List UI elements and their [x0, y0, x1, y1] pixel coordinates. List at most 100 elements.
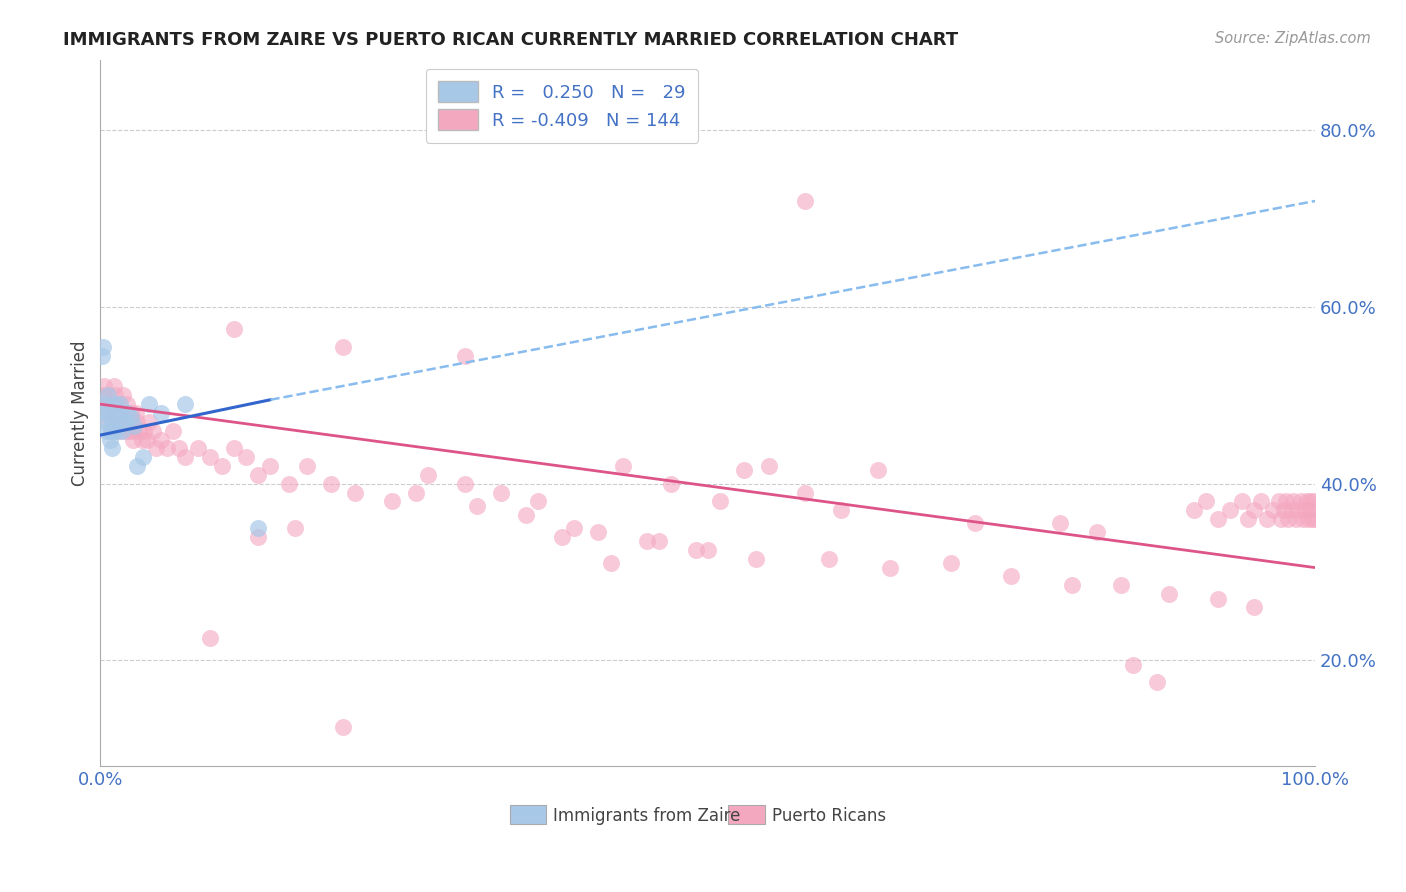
Bar [510, 805, 546, 824]
Point [332, 340, 354, 354]
Point [939, 556, 962, 570]
Point [101, 397, 124, 411]
Point [1206, 591, 1229, 606]
Point [222, 442, 245, 456]
Point [745, 551, 768, 566]
Point [111, 424, 134, 438]
Point [1299, 494, 1322, 508]
Point [96, 424, 118, 438]
Point [1298, 503, 1320, 517]
Point [648, 534, 671, 549]
Point [93, 397, 115, 411]
Point [1232, 494, 1254, 508]
Point [142, 424, 165, 438]
Point [599, 556, 621, 570]
Point [465, 499, 488, 513]
Point [211, 458, 233, 473]
Point [588, 525, 610, 540]
Text: Immigrants from Zaire: Immigrants from Zaire [554, 807, 741, 825]
Point [1062, 578, 1084, 592]
Point [100, 424, 122, 438]
Point [97, 388, 120, 402]
Point [247, 530, 270, 544]
Point [1296, 512, 1319, 526]
Point [259, 458, 281, 473]
Point [162, 424, 184, 438]
Point [344, 485, 367, 500]
Point [284, 521, 307, 535]
Point [150, 433, 173, 447]
Point [1182, 503, 1205, 517]
Point [96, 415, 118, 429]
Point [169, 442, 191, 456]
Point [108, 397, 131, 411]
Point [198, 632, 221, 646]
Point [125, 415, 148, 429]
Point [636, 534, 658, 549]
Point [115, 397, 138, 411]
Point [108, 424, 131, 438]
Point [124, 406, 146, 420]
Point [794, 194, 817, 208]
Point [235, 450, 257, 465]
Point [696, 543, 718, 558]
Point [97, 415, 120, 429]
Point [1286, 503, 1309, 517]
Point [96, 406, 118, 420]
Point [1237, 512, 1260, 526]
Point [879, 560, 901, 574]
Point [111, 415, 134, 429]
Point [1279, 503, 1302, 517]
Point [1289, 494, 1312, 508]
Point [97, 406, 120, 420]
Point [174, 450, 197, 465]
Point [247, 521, 270, 535]
Point [103, 406, 125, 420]
Point [114, 415, 136, 429]
Point [121, 415, 143, 429]
Point [1301, 512, 1323, 526]
Point [1146, 675, 1168, 690]
Point [758, 458, 780, 473]
Point [515, 508, 537, 522]
Point [120, 406, 142, 420]
Point [1295, 494, 1317, 508]
Point [454, 349, 477, 363]
Point [733, 463, 755, 477]
Point [112, 388, 135, 402]
Point [156, 442, 179, 456]
Point [1219, 503, 1241, 517]
Legend: R =   0.250   N =   29, R = -0.409   N = 144: R = 0.250 N = 29, R = -0.409 N = 144 [426, 69, 699, 143]
Point [612, 458, 634, 473]
Point [321, 476, 343, 491]
Point [247, 467, 270, 482]
Point [1243, 503, 1265, 517]
Point [124, 424, 146, 438]
Point [866, 463, 889, 477]
Point [1256, 512, 1278, 526]
Point [1049, 516, 1071, 531]
Point [1277, 512, 1299, 526]
Point [1085, 525, 1108, 540]
Point [103, 379, 125, 393]
Point [100, 424, 122, 438]
Point [150, 406, 173, 420]
Point [659, 476, 682, 491]
Point [198, 450, 221, 465]
Point [98, 406, 121, 420]
Point [91, 340, 114, 354]
Point [1302, 503, 1324, 517]
Point [105, 424, 128, 438]
Point [794, 485, 817, 500]
Point [97, 388, 120, 402]
Point [1195, 494, 1218, 508]
Point [132, 424, 155, 438]
Point [101, 442, 124, 456]
Point [107, 406, 129, 420]
Point [101, 415, 124, 429]
Point [132, 450, 155, 465]
Point [186, 442, 208, 456]
Point [381, 494, 404, 508]
Point [709, 494, 731, 508]
Point [1261, 503, 1284, 517]
